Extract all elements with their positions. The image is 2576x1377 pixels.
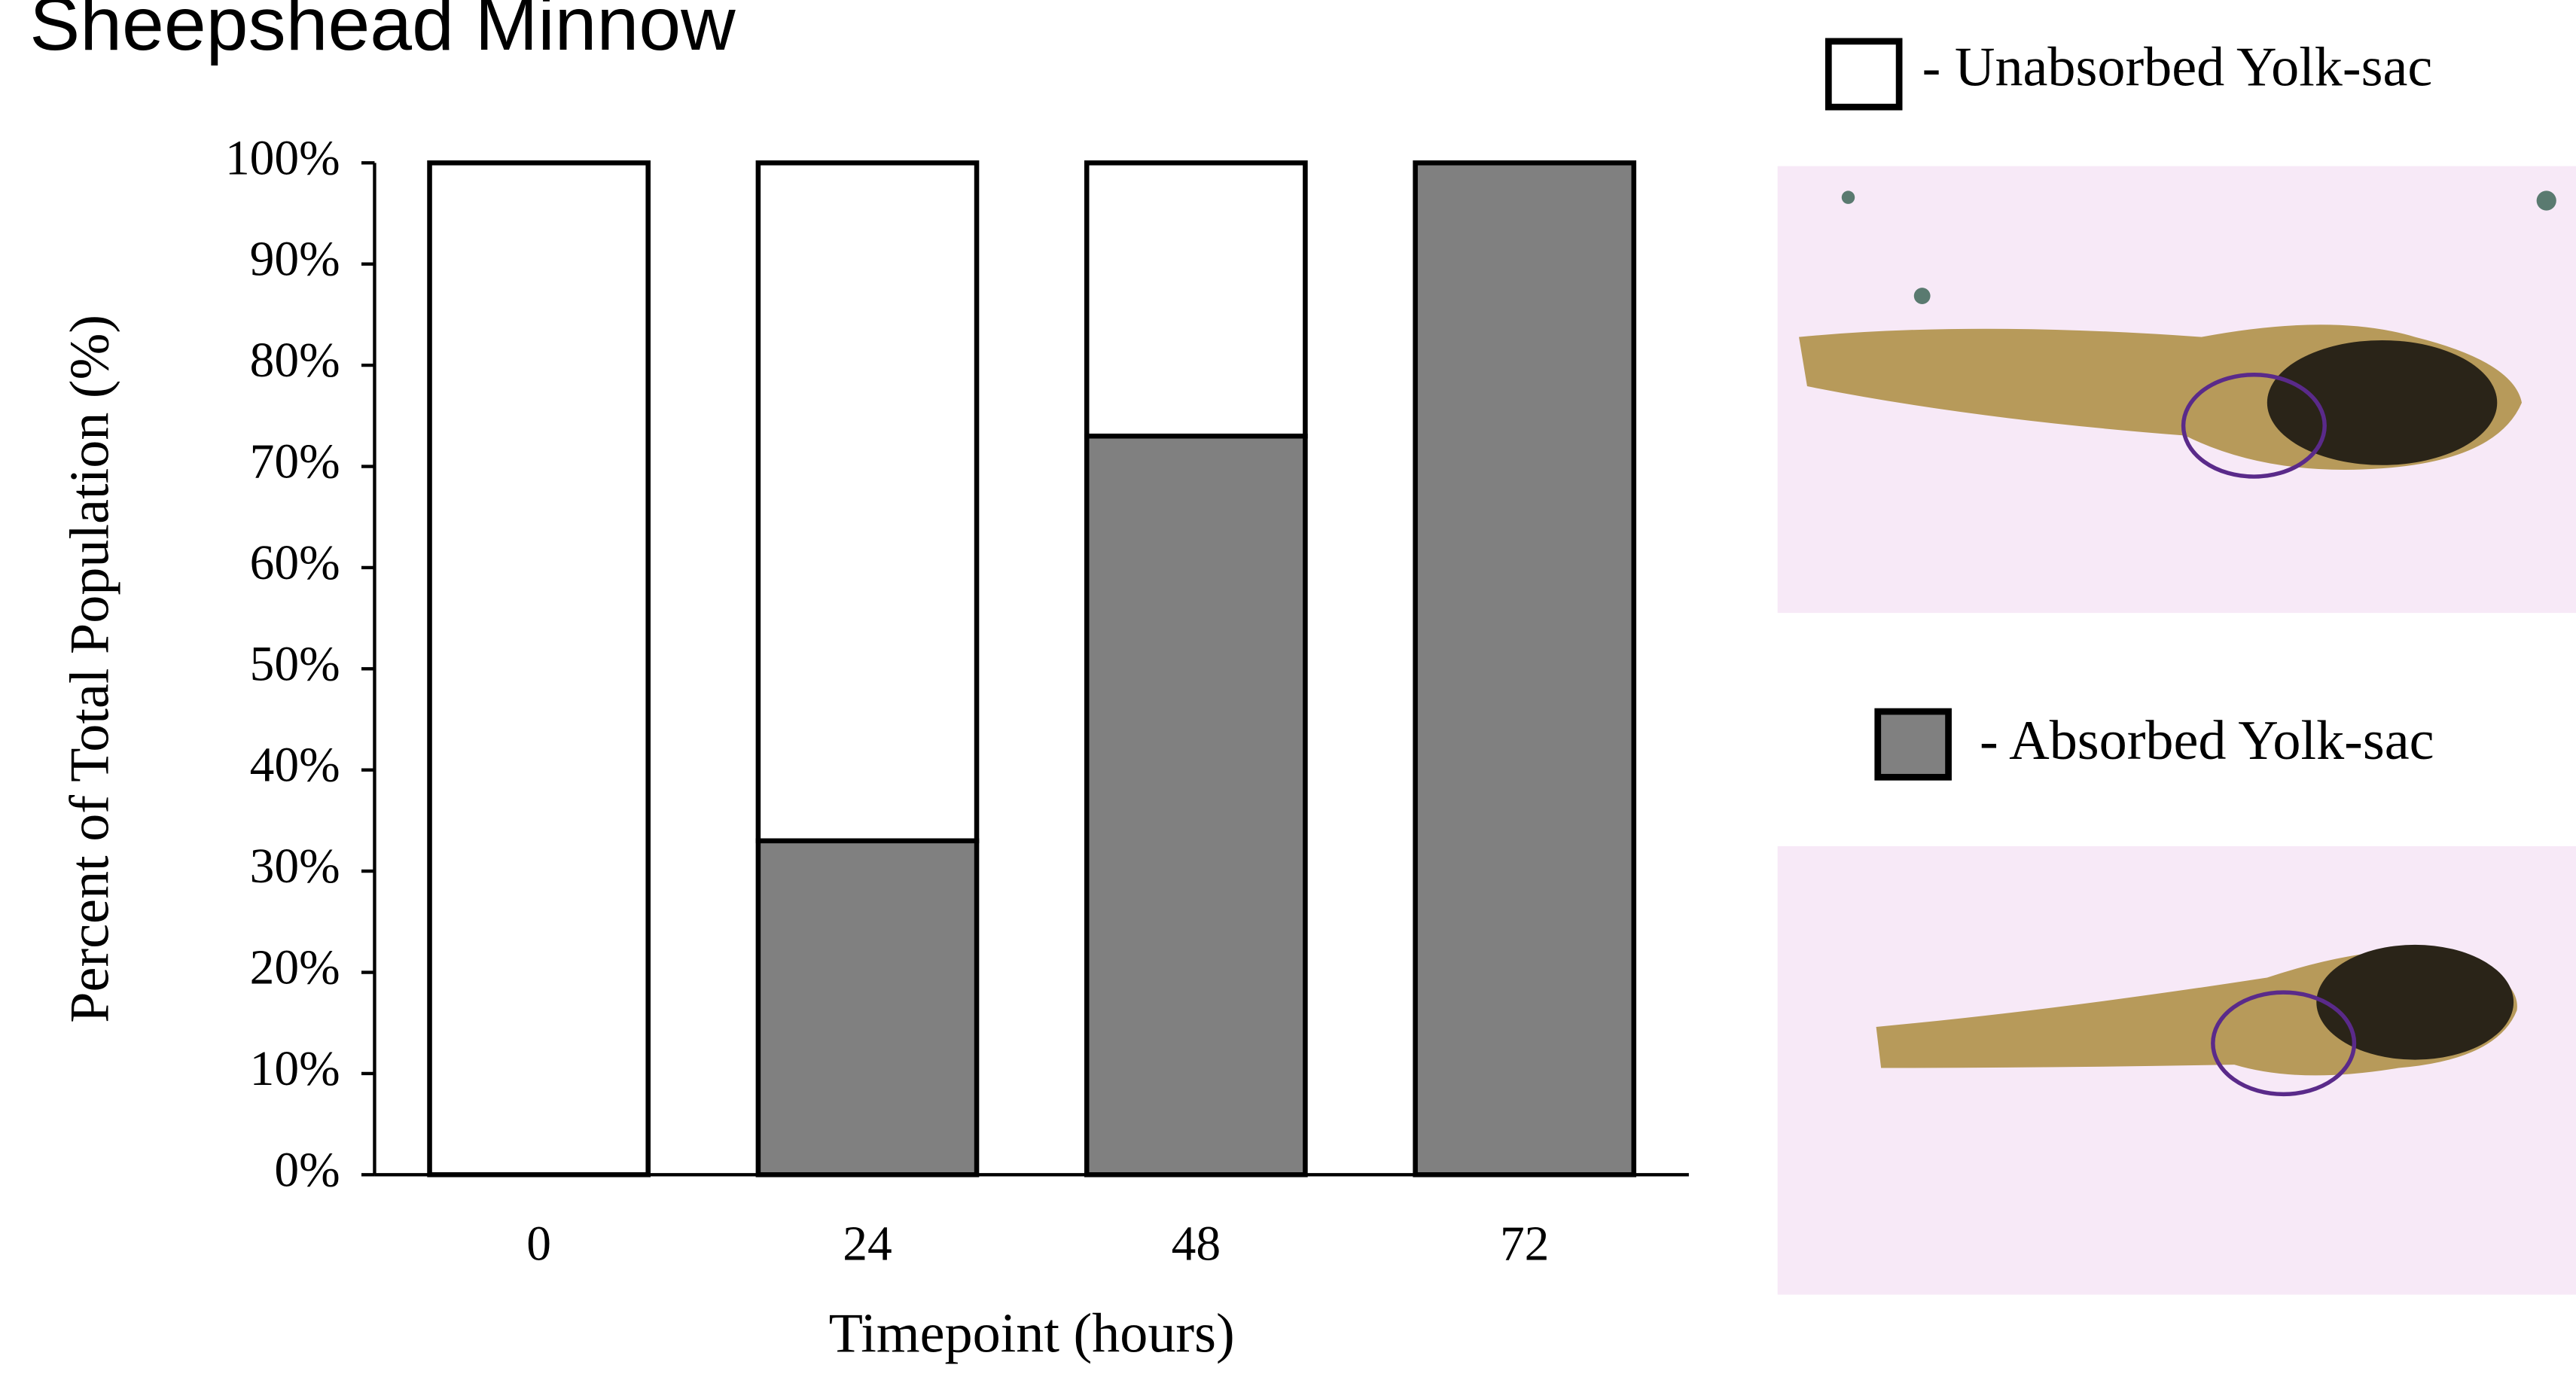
y-tick-label: 10% — [250, 1042, 340, 1096]
y-tick-label: 90% — [250, 233, 340, 287]
y-tick-label: 50% — [250, 637, 340, 691]
legend-swatch — [1828, 41, 1899, 107]
y-tick-label: 20% — [250, 941, 340, 995]
legend-label: - Unabsorbed Yolk-sac — [1922, 36, 2433, 98]
y-tick-label: 100% — [225, 131, 340, 185]
x-tick-label: 0 — [526, 1217, 551, 1271]
bar-segment — [1087, 436, 1305, 1174]
bar-segment — [1087, 163, 1305, 436]
legend-swatch — [1878, 711, 1949, 777]
y-tick-label: 0% — [274, 1143, 340, 1197]
y-tick-label: 30% — [250, 839, 340, 894]
y-tick-label: 80% — [250, 334, 340, 388]
chart-title: Sheepshead Minnow — [29, 0, 736, 66]
bar-segment — [758, 163, 977, 840]
y-tick-label: 40% — [250, 739, 340, 793]
x-axis-label: Timepoint (hours) — [829, 1302, 1235, 1364]
x-tick-label: 24 — [843, 1217, 892, 1271]
chart: Sheepshead Minnow Timepoint (hours) Perc… — [0, 0, 2576, 1377]
y-tick-label: 70% — [250, 435, 340, 489]
x-tick-label: 72 — [1500, 1217, 1549, 1271]
fish-photo — [1778, 846, 2576, 1295]
fish-photo — [1778, 166, 2576, 613]
y-axis-label: Percent of Total Population (%) — [59, 315, 121, 1023]
bar-segment — [758, 841, 977, 1175]
x-tick-label: 48 — [1172, 1217, 1221, 1271]
legend-label: - Absorbed Yolk-sac — [1980, 710, 2434, 772]
page: Sheepshead Minnow Timepoint (hours) Perc… — [0, 0, 2576, 1377]
bar-segment — [1416, 163, 1634, 1174]
bar-segment — [430, 163, 648, 1174]
y-tick-label: 60% — [250, 536, 340, 590]
